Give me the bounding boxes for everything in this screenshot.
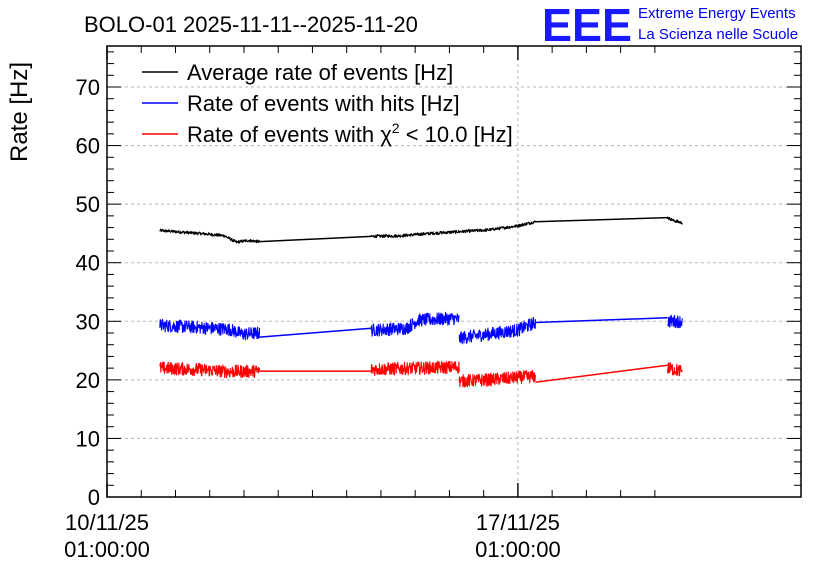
series-2-segment-4: [535, 364, 668, 383]
x-tick-date-1: 17/11/25: [476, 510, 560, 535]
chart-title: BOLO-01 2025-11-11--2025-11-20: [84, 12, 418, 37]
y-axis-label: Rate [Hz]: [6, 62, 33, 162]
y-tick-labels: 0 10 20 30 40 50 60 70: [76, 75, 100, 510]
plot-frame: [106, 45, 802, 498]
eee-logo-line1: Extreme Energy Events: [638, 5, 796, 22]
eee-logo-mark: EEE: [542, 0, 632, 51]
grid-lines: [107, 46, 801, 497]
series-1-segment-2: [370, 311, 460, 337]
x-tick-time-0: 01:00:00: [64, 537, 150, 562]
y-tick-label-50: 50: [76, 192, 100, 217]
series-0-segment-3: [535, 216, 668, 223]
series-0-segment-4: [667, 216, 683, 225]
y-tick-label-30: 30: [76, 309, 100, 334]
series-2-segment-2: [370, 360, 460, 377]
series-0-segment-1: [259, 235, 372, 243]
series-0-segment-2: [370, 220, 537, 239]
y-tick-label-0: 0: [88, 485, 100, 510]
series-1-segment-1: [259, 327, 372, 338]
eee-logo: EEE Extreme Energy Events La Scienza nel…: [542, 0, 798, 51]
eee-logo-line2: La Scienza nelle Scuole: [638, 26, 798, 43]
series-0-segment-0: [159, 228, 260, 244]
series-1-segment-4: [535, 317, 668, 324]
legend-chi2-prefix: Rate of events with: [187, 122, 380, 147]
x-tick-date-0: 10/11/25: [65, 510, 149, 535]
series-group: [159, 216, 683, 388]
series-1-segment-5: [667, 314, 683, 329]
axis-ticks: [106, 46, 801, 498]
series-0: [159, 216, 683, 244]
series-1-segment-3: [458, 316, 537, 345]
series-2-segment-0: [159, 361, 261, 379]
legend-label-chi2: Rate of events with χ2 < 10.0 [Hz]: [187, 120, 513, 147]
y-tick-label-20: 20: [76, 368, 100, 393]
legend: Average rate of events [Hz] Rate of even…: [142, 60, 513, 147]
y-tick-label-10: 10: [76, 426, 100, 451]
y-tick-label-60: 60: [76, 134, 100, 159]
legend-label-average: Average rate of events [Hz]: [187, 60, 453, 85]
y-tick-label-70: 70: [76, 75, 100, 100]
series-2: [159, 360, 683, 388]
x-tick-time-1: 01:00:00: [475, 537, 561, 562]
series-2-segment-3: [458, 369, 537, 388]
series-1: [159, 311, 683, 345]
legend-chi2-symbol: χ: [380, 122, 392, 147]
legend-chi2-suffix: < 10.0 [Hz]: [400, 122, 513, 147]
series-2-segment-5: [667, 362, 683, 377]
series-1-segment-0: [159, 319, 261, 341]
y-tick-label-40: 40: [76, 251, 100, 276]
legend-label-hits: Rate of events with hits [Hz]: [187, 91, 460, 116]
legend-chi2-sup: 2: [392, 120, 400, 136]
